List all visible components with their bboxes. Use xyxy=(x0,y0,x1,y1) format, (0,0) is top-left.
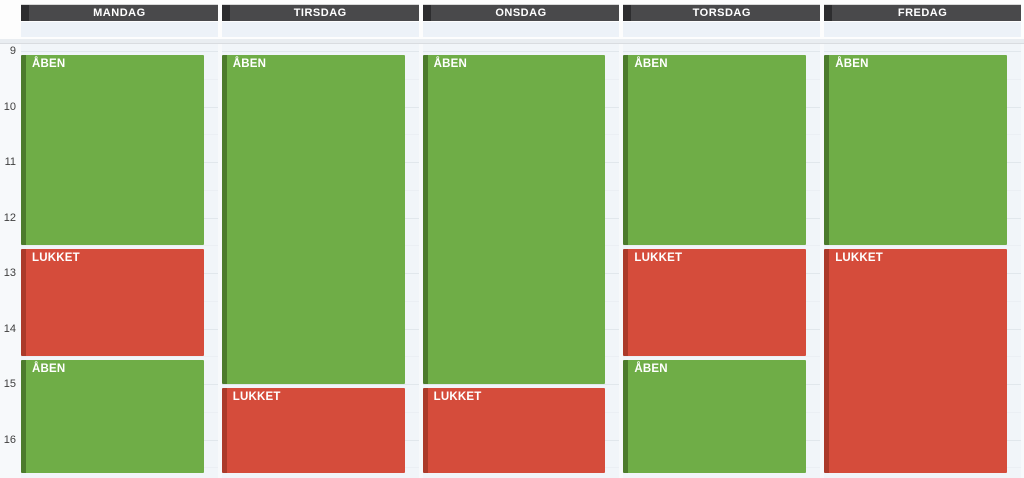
half-hour-gridline xyxy=(824,245,1021,247)
allday-row xyxy=(21,22,1021,37)
day-header-label: FREDAG xyxy=(897,7,948,19)
allday-cell-tirsdag xyxy=(221,22,419,37)
event-lukket[interactable]: LUKKET xyxy=(21,249,204,357)
event-aben[interactable]: ÅBEN xyxy=(21,55,204,246)
event-lukket[interactable]: LUKKET xyxy=(623,249,807,357)
event-aben[interactable]: ÅBEN xyxy=(221,55,405,384)
day-header-accent xyxy=(21,5,29,21)
event-lukket[interactable]: LUKKET xyxy=(422,388,606,473)
event-label: ÅBEN xyxy=(32,58,66,70)
allday-cell-torsdag xyxy=(623,22,821,37)
hour-gridline xyxy=(422,51,620,52)
day-columns: ÅBEN LUKKET ÅBEN ÅBEN LUKKET ÅBEN LUKKET ÅBEN LU… xyxy=(21,44,1021,478)
day-header-fredag: FREDAG xyxy=(824,4,1021,21)
hour-gridline xyxy=(221,51,419,52)
event-label: ÅBEN xyxy=(835,58,869,70)
time-grid: 9 10 11 12 13 14 15 16 ÅBEN LUKKET ÅBEN ÅBEN LUKKET… xyxy=(0,44,1024,478)
day-header-accent xyxy=(623,5,632,21)
event-label: ÅBEN xyxy=(232,58,267,70)
time-label: 11 xyxy=(4,156,16,168)
time-label: 12 xyxy=(3,211,16,224)
day-header-label: TORSDAG xyxy=(692,7,751,19)
hour-gridline xyxy=(21,51,218,52)
day-header-label: TIRSDAG xyxy=(293,7,347,19)
half-hour-gridline xyxy=(623,245,821,247)
half-hour-gridline xyxy=(623,356,821,358)
event-label: LUKKET xyxy=(32,252,80,265)
event-label: ÅBEN xyxy=(634,363,668,376)
hour-gridline xyxy=(623,51,821,52)
day-column-mandag[interactable]: ÅBEN LUKKET ÅBEN xyxy=(21,44,218,478)
event-aben[interactable]: ÅBEN xyxy=(824,55,1007,246)
day-header-accent xyxy=(422,5,431,21)
day-header-accent xyxy=(824,5,833,21)
event-label: ÅBEN xyxy=(634,58,668,70)
time-label: 14 xyxy=(3,322,16,335)
time-gutter: 9 10 11 12 13 14 15 16 xyxy=(0,44,21,478)
event-lukket[interactable]: LUKKET xyxy=(221,388,405,473)
day-column-fredag[interactable]: ÅBEN LUKKET xyxy=(824,44,1021,478)
allday-grid-divider xyxy=(0,39,1024,44)
time-label: 13 xyxy=(3,267,16,279)
day-column-tirsdag[interactable]: ÅBEN LUKKET xyxy=(221,44,419,478)
event-lukket[interactable]: LUKKET xyxy=(824,249,1007,473)
day-header-onsdag: ONSDAG xyxy=(422,4,620,21)
day-header-label: MANDAG xyxy=(93,7,146,19)
event-label: LUKKET xyxy=(232,391,281,403)
allday-cell-mandag xyxy=(21,22,218,37)
time-label: 9 xyxy=(9,45,16,57)
day-column-onsdag[interactable]: ÅBEN LUKKET xyxy=(422,44,620,478)
event-aben[interactable]: ÅBEN xyxy=(21,360,204,473)
time-label: 10 xyxy=(3,100,16,113)
event-aben[interactable]: ÅBEN xyxy=(623,55,807,246)
half-hour-gridline xyxy=(21,245,218,247)
day-header-torsdag: TORSDAG xyxy=(623,4,821,21)
hour-gridline xyxy=(824,51,1021,52)
event-label: LUKKET xyxy=(835,252,884,265)
event-label: ÅBEN xyxy=(433,58,467,70)
half-hour-gridline xyxy=(21,356,218,358)
day-column-torsdag[interactable]: ÅBEN LUKKET ÅBEN xyxy=(623,44,821,478)
time-label: 15 xyxy=(3,378,16,390)
event-aben[interactable]: ÅBEN xyxy=(422,55,606,384)
day-header-label: ONSDAG xyxy=(495,7,547,19)
event-aben[interactable]: ÅBEN xyxy=(623,360,807,473)
allday-cell-fredag xyxy=(824,22,1021,37)
day-header-row: MANDAG TIRSDAG ONSDAG TORSDAG FREDAG xyxy=(21,4,1021,21)
day-header-accent xyxy=(221,5,230,21)
day-header-tirsdag: TIRSDAG xyxy=(221,4,419,21)
event-label: LUKKET xyxy=(433,391,482,403)
allday-cell-onsdag xyxy=(422,22,620,37)
hour-gridline xyxy=(221,384,419,385)
event-label: LUKKET xyxy=(634,252,683,265)
time-label: 16 xyxy=(3,433,16,446)
day-header-mandag: MANDAG xyxy=(21,4,218,21)
event-label: ÅBEN xyxy=(32,363,66,376)
hour-gridline xyxy=(422,384,620,385)
